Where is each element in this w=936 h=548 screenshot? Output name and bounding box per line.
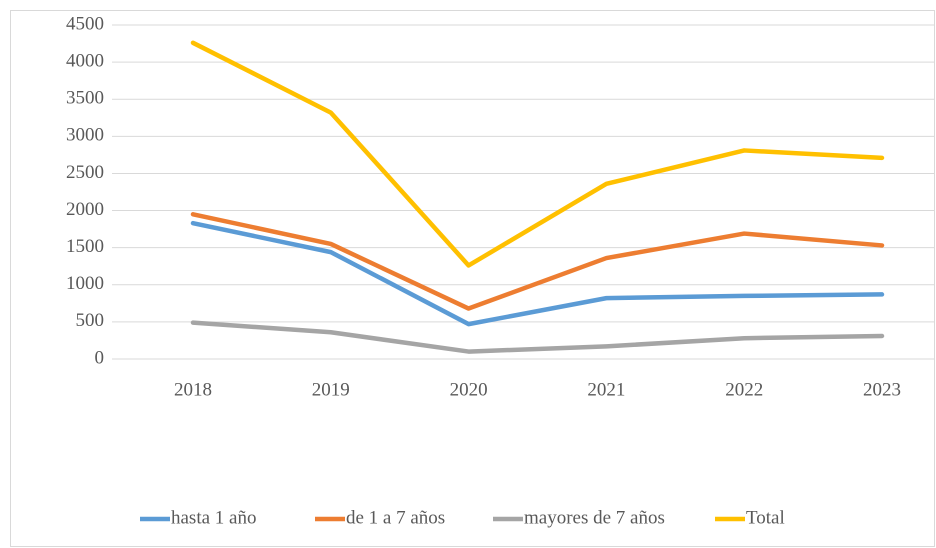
x-tick-label: 2021 <box>587 379 625 400</box>
x-tick-label: 2018 <box>174 379 212 400</box>
series-line <box>190 320 885 354</box>
x-tick-label: 2020 <box>450 379 488 400</box>
x-tick-label: 2022 <box>725 379 763 400</box>
y-tick-label: 1000 <box>66 273 104 294</box>
y-tick-label: 0 <box>95 347 105 368</box>
series-line <box>190 40 885 268</box>
legend-label: de 1 a 7 años <box>346 507 445 528</box>
legend-label: Total <box>746 507 785 528</box>
series-line <box>190 212 885 311</box>
x-tick-label: 2023 <box>863 379 901 400</box>
series-line <box>190 220 885 327</box>
legend-label: hasta 1 año <box>171 507 256 528</box>
y-tick-label: 3000 <box>66 125 104 146</box>
chart-border <box>10 10 935 547</box>
y-tick-label: 2000 <box>66 199 104 220</box>
y-tick-label: 1500 <box>66 236 104 257</box>
y-tick-label: 2500 <box>66 162 104 183</box>
x-tick-label: 2019 <box>312 379 350 400</box>
y-tick-label: 4000 <box>66 50 104 71</box>
legend-label: mayores de 7 años <box>524 507 665 528</box>
y-tick-label: 500 <box>76 310 105 331</box>
y-tick-label: 3500 <box>66 88 104 109</box>
y-tick-label: 4500 <box>66 13 104 34</box>
